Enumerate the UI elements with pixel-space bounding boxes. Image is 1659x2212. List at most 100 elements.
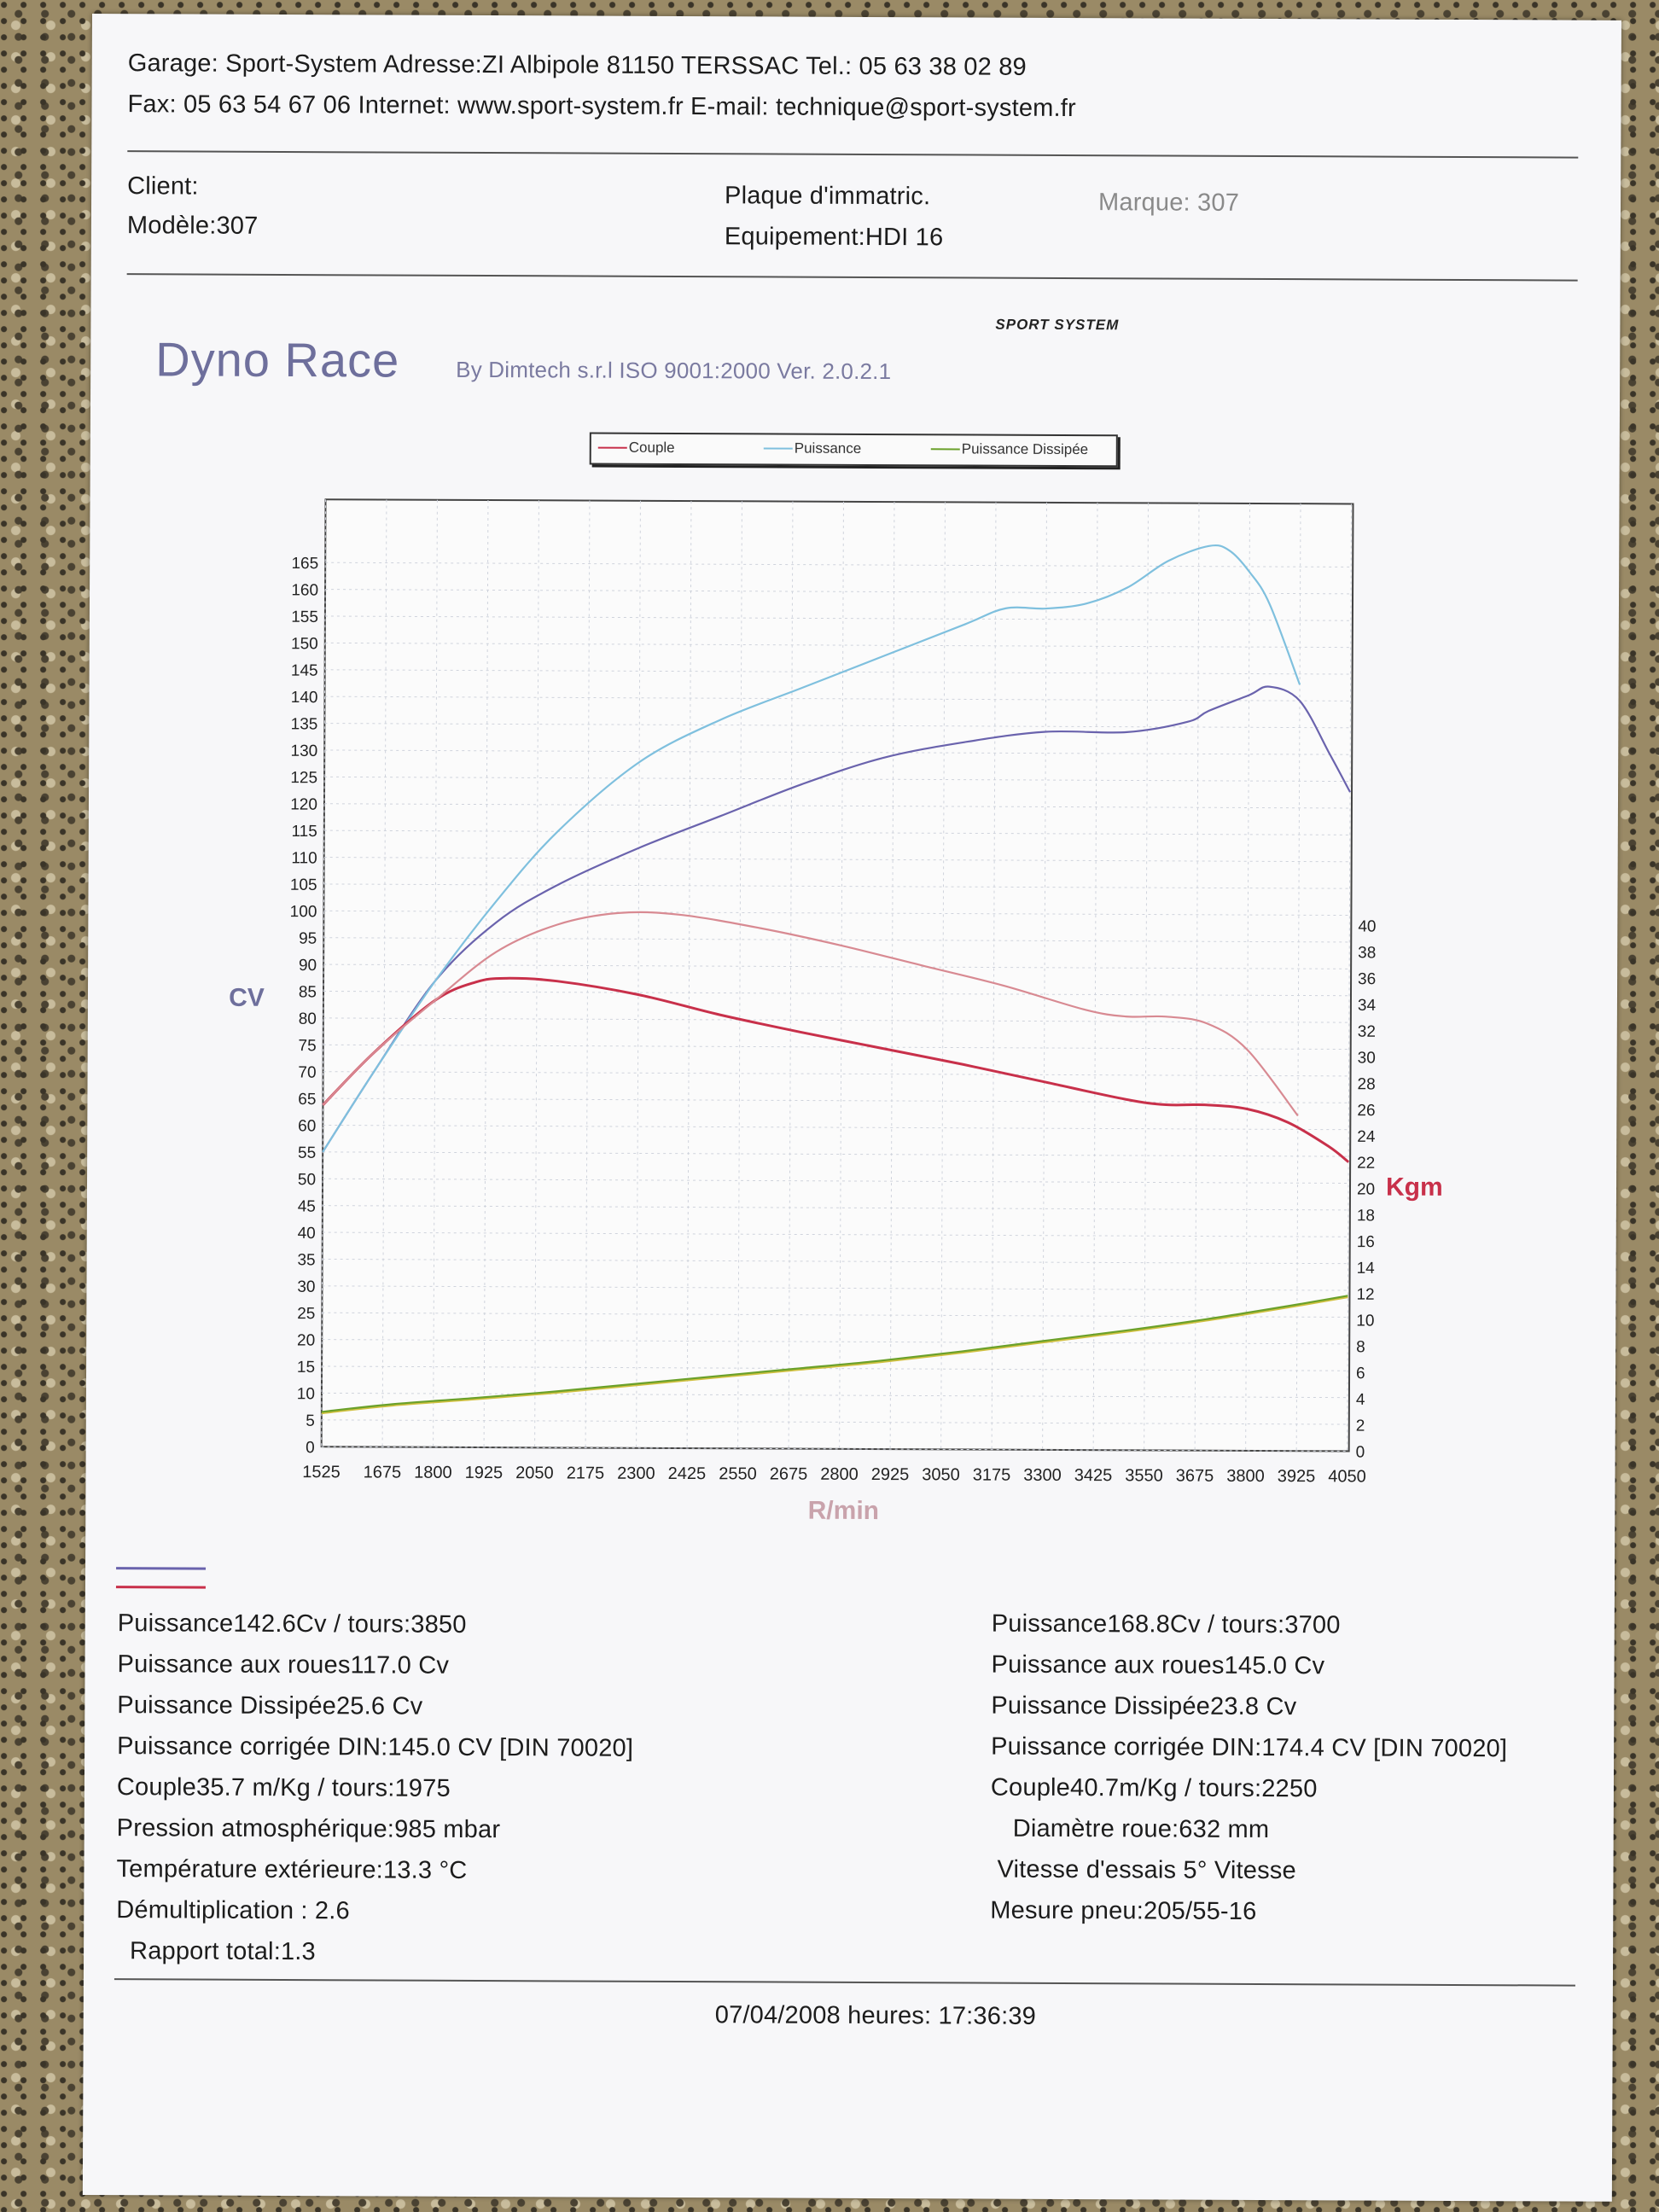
y-left-tick-label: 125 [290, 769, 317, 787]
y-right-tick-label: 2 [1356, 1417, 1365, 1435]
grid-line-y [323, 1071, 1351, 1077]
grid-line-x [889, 502, 895, 1450]
grid-line-y [324, 696, 1353, 701]
y-right-tick-label: 8 [1356, 1338, 1365, 1356]
y-right-tick-label: 4 [1356, 1391, 1365, 1409]
grid-line-y [323, 830, 1352, 835]
y-left-axis-label: CV [229, 984, 265, 1012]
grid-line-y [322, 1339, 1350, 1345]
stat-right-couple: Couple40.7m/Kg / tours:2250 [990, 1773, 1318, 1803]
grid-line-x [839, 501, 844, 1449]
y-right-tick-label: 40 [1358, 917, 1376, 935]
swatch-run-2 [115, 1586, 206, 1589]
grid-line-x [940, 502, 946, 1450]
grid-line-y [323, 937, 1352, 943]
grid-line-y [323, 1124, 1351, 1131]
grid-line-x [1042, 502, 1047, 1450]
swatch-run-1 [116, 1567, 207, 1570]
grid-line-y [323, 910, 1352, 917]
x-tick-label: 1675 [364, 1463, 402, 1481]
y-left-tick-label: 30 [297, 1278, 315, 1296]
y-right-tick-label: 14 [1357, 1260, 1376, 1278]
stat-left-roues: Puissance aux roues117.0 Cv [117, 1650, 450, 1679]
grid-line-y [325, 562, 1353, 568]
x-tick-label: 3300 [1023, 1466, 1062, 1485]
y-right-tick-label: 30 [1358, 1049, 1376, 1067]
grid-line-y [323, 803, 1352, 809]
dyno-chart: 1525 1675 1800 1925 2050 2175 2300 2425 2550 2675… [229, 498, 1443, 1525]
x-tick-label: 1800 [414, 1464, 452, 1482]
y-right-tick-label: 6 [1356, 1365, 1365, 1382]
y-left-tick-label: 95 [299, 930, 317, 948]
y-right-tick-label: 22 [1357, 1155, 1375, 1173]
y-left-tick-label: 130 [290, 742, 317, 760]
y-left-tick-label: 115 [291, 823, 317, 841]
x-tick-label: 4050 [1328, 1467, 1366, 1486]
stat-right-vitesse: Vitesse d'essais 5° Vitesse [997, 1855, 1296, 1885]
x-tick-label: 3175 [973, 1466, 1011, 1485]
grid-line-x [321, 499, 327, 1447]
grid-line-x [737, 501, 742, 1449]
grid-line-y [321, 1392, 1349, 1399]
grid-line-y [323, 1044, 1351, 1051]
grid-line-x [1245, 503, 1250, 1451]
y-right-tick-label: 28 [1357, 1075, 1375, 1093]
y-left-tick-label: 10 [297, 1385, 315, 1403]
y-left-tick-label: 150 [291, 635, 318, 653]
y-left-tick-label: 155 [291, 608, 318, 626]
grid-line-x [381, 499, 387, 1447]
y-left-tick-label: 160 [291, 581, 318, 599]
y-left-tick-label: 70 [298, 1064, 316, 1082]
y-right-tick-label: 12 [1356, 1286, 1374, 1304]
y-right-tick-label: 32 [1358, 1023, 1376, 1041]
grid-line-x [686, 501, 692, 1449]
series-couple-line [322, 976, 1350, 1163]
grid-line-x [433, 499, 438, 1447]
grid-line-x [1144, 503, 1149, 1451]
series-puissance-dissipee-line [321, 1295, 1348, 1413]
y-left-tick-label: 50 [298, 1171, 316, 1189]
x-tick-label: 2925 [871, 1465, 910, 1484]
stat-right-din: Puissance corrigée DIN:174.4 CV [DIN 700… [991, 1732, 1508, 1763]
x-axis-label: R/min [808, 1497, 879, 1525]
x-tick-label: 3550 [1125, 1466, 1163, 1485]
x-tick-label: 1925 [465, 1464, 504, 1482]
grid-line-y [322, 1258, 1350, 1265]
stat-left-dissipee: Puissance Dissipée25.6 Cv [117, 1691, 423, 1720]
grid-line-y [323, 1178, 1351, 1185]
y-right-axis-label: Kgm [1386, 1173, 1443, 1202]
y-left-tick-label: 20 [297, 1331, 315, 1349]
grid-line-y [321, 1419, 1349, 1425]
x-tick-label: 2675 [770, 1464, 808, 1483]
y-right-tick-label: 20 [1357, 1180, 1375, 1198]
grid-line-x [483, 500, 489, 1448]
dyno-report-sheet: Garage: Sport-System Adresse:ZI Albipole… [82, 14, 1621, 2202]
y-left-tick-label: 75 [299, 1037, 317, 1055]
y-right-tick-label: 34 [1358, 997, 1377, 1015]
grid-line-y [323, 883, 1352, 889]
grid-line-x [636, 500, 641, 1448]
y-left-tick-label: 15 [297, 1359, 315, 1377]
stat-right-roues: Puissance aux roues145.0 Cv [991, 1650, 1325, 1680]
y-right-tick-label: 26 [1357, 1102, 1375, 1120]
grid-line-y [324, 642, 1353, 649]
x-tick-label: 2300 [617, 1464, 655, 1483]
footer-divider [114, 1978, 1575, 1987]
stat-left-pression: Pression atmosphérique:985 mbar [116, 1814, 501, 1844]
x-tick-label: 1525 [302, 1463, 341, 1481]
y-left-tick-label: 45 [298, 1198, 316, 1216]
grid-line-y [323, 857, 1352, 863]
y-left-tick-label: 0 [306, 1439, 315, 1457]
stat-left-couple: Couple35.7 m/Kg / tours:1975 [116, 1773, 451, 1802]
x-tick-label: 2800 [820, 1465, 859, 1484]
grid-line-y [321, 1446, 1349, 1452]
y-left-tick-label: 145 [291, 662, 318, 680]
x-tick-label: 2050 [515, 1464, 554, 1482]
y-left-tick-label: 105 [290, 876, 317, 894]
grid-line-y [322, 1285, 1350, 1291]
stat-left-demultiplication: Démultiplication : 2.6 [116, 1896, 350, 1925]
y-left-tick-label: 85 [299, 983, 317, 1001]
grid-line-y [325, 589, 1353, 595]
y-left-tick-label: 90 [299, 957, 317, 975]
grid-line-y [324, 615, 1353, 621]
